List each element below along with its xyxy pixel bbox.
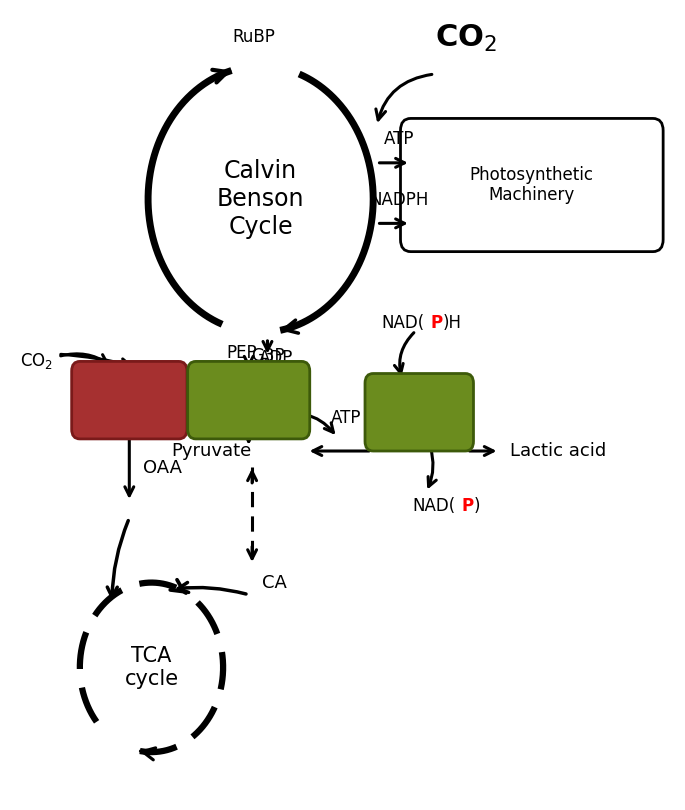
Text: PK: PK — [232, 390, 265, 410]
Text: LDH: LDH — [394, 403, 445, 422]
Text: CO$_2$: CO$_2$ — [434, 23, 497, 53]
Text: TCA
cycle: TCA cycle — [125, 646, 179, 689]
FancyBboxPatch shape — [188, 361, 310, 439]
Text: ): ) — [474, 497, 480, 515]
Text: CA: CA — [262, 573, 287, 591]
Text: NAD(: NAD( — [412, 497, 456, 515]
FancyBboxPatch shape — [365, 373, 473, 451]
Text: PEP: PEP — [227, 343, 258, 361]
Text: G3P: G3P — [251, 347, 284, 364]
Text: NAD(: NAD( — [382, 313, 425, 331]
Text: )H: )H — [443, 313, 462, 331]
Text: ADP: ADP — [259, 349, 293, 367]
Text: Pyruvate: Pyruvate — [171, 442, 251, 460]
Text: P: P — [431, 313, 443, 331]
Text: ATP: ATP — [331, 409, 361, 427]
Text: RuBP: RuBP — [232, 28, 275, 46]
Text: Calvin
Benson
Cycle: Calvin Benson Cycle — [217, 160, 304, 239]
FancyBboxPatch shape — [401, 118, 663, 252]
Text: PPC: PPC — [105, 390, 153, 410]
Text: P: P — [462, 497, 473, 515]
Text: ATP: ATP — [384, 130, 414, 148]
FancyBboxPatch shape — [72, 361, 187, 439]
Text: CO$_2$: CO$_2$ — [21, 351, 53, 371]
Text: Lactic acid: Lactic acid — [510, 442, 606, 460]
Text: Photosynthetic
Machinery: Photosynthetic Machinery — [470, 165, 594, 204]
Text: NADPH: NADPH — [369, 191, 429, 209]
Text: OAA: OAA — [143, 458, 182, 476]
